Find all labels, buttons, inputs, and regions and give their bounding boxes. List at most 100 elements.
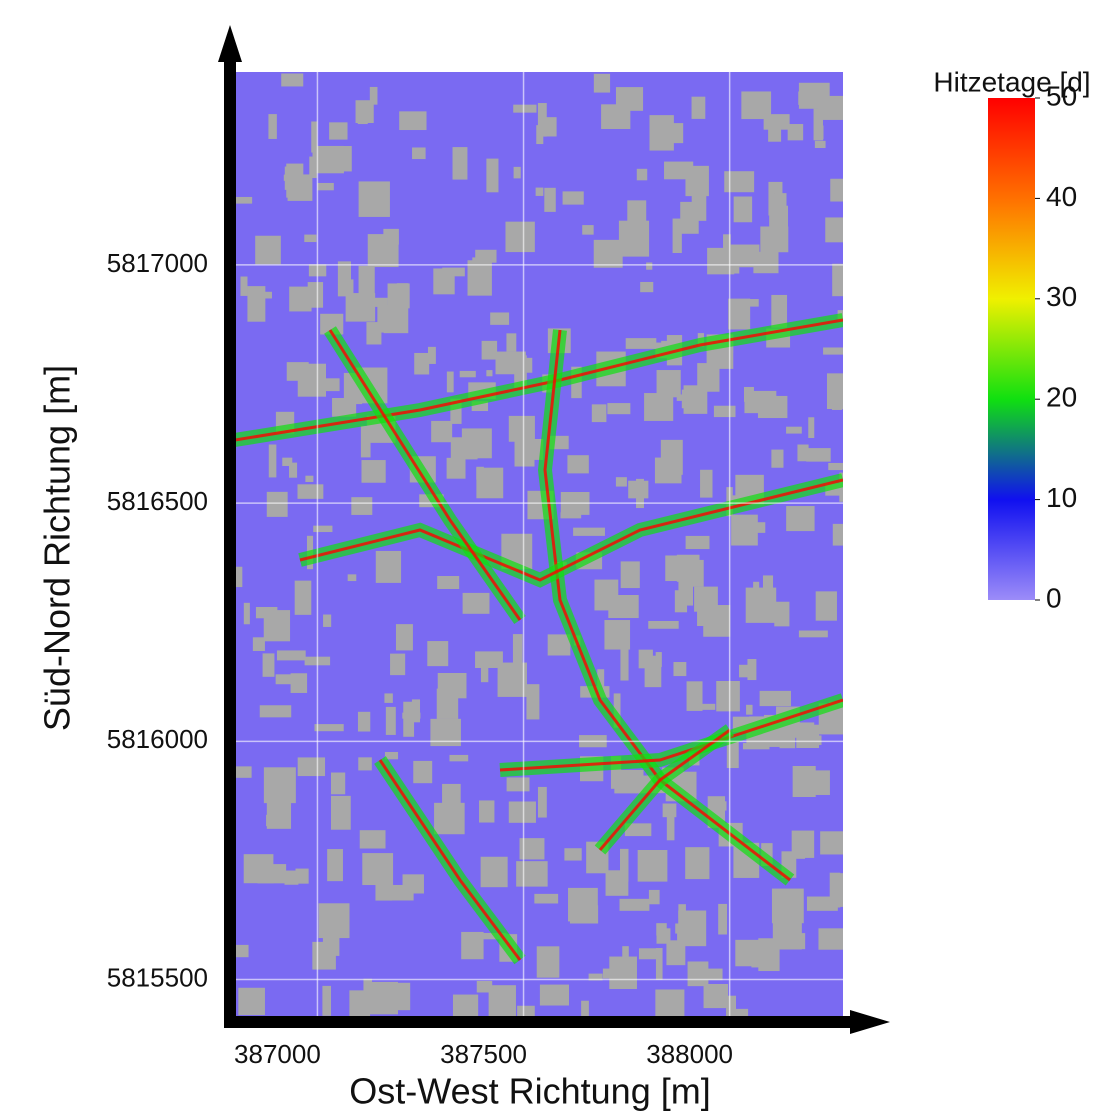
colorbar-tick-label: 10: [1046, 482, 1077, 513]
building: [281, 651, 294, 657]
building: [728, 299, 750, 330]
building: [664, 162, 693, 180]
building: [627, 200, 646, 223]
building: [538, 787, 547, 818]
building: [489, 985, 516, 1020]
building: [616, 477, 627, 486]
building: [716, 681, 740, 711]
building: [305, 476, 313, 482]
building: [513, 105, 536, 113]
building: [481, 668, 488, 683]
building: [816, 591, 837, 620]
x-tick-label: 388000: [646, 1039, 733, 1069]
building: [304, 235, 316, 242]
x-tick-label: 387000: [234, 1039, 321, 1069]
building: [235, 567, 242, 587]
building: [359, 266, 375, 297]
building: [506, 333, 516, 351]
building: [808, 417, 814, 438]
building: [361, 460, 385, 483]
building: [563, 191, 584, 204]
building: [315, 724, 344, 731]
building: [739, 665, 748, 678]
building: [362, 853, 393, 885]
building: [247, 286, 265, 322]
building: [477, 981, 492, 993]
building: [564, 848, 581, 860]
building: [327, 849, 343, 881]
building: [544, 188, 555, 212]
building: [626, 338, 657, 349]
building: [463, 593, 490, 614]
building: [384, 693, 392, 702]
building: [592, 404, 607, 422]
building: [620, 647, 628, 681]
building: [479, 800, 494, 822]
building: [727, 741, 739, 768]
building: [814, 109, 823, 141]
building: [256, 607, 277, 618]
building: [257, 864, 286, 883]
building: [793, 766, 816, 797]
x-axis-arrow: [850, 1010, 890, 1034]
building: [815, 141, 826, 148]
building: [621, 88, 641, 102]
building: [319, 903, 350, 938]
building: [433, 268, 454, 294]
building: [799, 631, 828, 638]
building: [269, 445, 277, 478]
building: [486, 159, 498, 193]
building: [515, 438, 535, 467]
building: [548, 634, 571, 655]
building: [619, 221, 649, 257]
colorbar-tick-label: 30: [1046, 281, 1077, 312]
building: [368, 234, 399, 267]
building: [317, 183, 334, 190]
building: [771, 295, 787, 328]
building: [507, 777, 530, 791]
building: [475, 651, 503, 668]
building: [746, 705, 752, 715]
building: [703, 605, 730, 637]
building: [329, 122, 347, 139]
y-tick-label: 5816000: [107, 724, 208, 754]
building: [833, 524, 846, 546]
building: [841, 281, 863, 291]
building: [323, 615, 331, 627]
building: [655, 989, 684, 1020]
building: [360, 830, 386, 848]
building: [797, 445, 808, 462]
building: [747, 659, 756, 680]
building: [399, 111, 426, 130]
building: [741, 91, 771, 119]
chart: Ost-West Richtung [m] Süd-Nord Richtung …: [0, 0, 1110, 1115]
building: [690, 704, 715, 710]
building: [437, 689, 458, 719]
building: [640, 282, 653, 292]
building: [322, 986, 331, 1016]
colorbar: [988, 98, 1035, 600]
y-tick-label: 5815500: [107, 962, 208, 992]
building: [388, 283, 410, 308]
building: [786, 506, 814, 531]
building: [724, 171, 754, 192]
building: [490, 312, 509, 324]
building: [537, 946, 560, 977]
building: [771, 450, 783, 468]
building: [289, 287, 311, 312]
building: [758, 396, 787, 418]
building: [568, 888, 598, 922]
building: [806, 448, 830, 462]
building: [609, 957, 637, 989]
building: [516, 861, 548, 886]
building: [673, 662, 686, 676]
building: [514, 167, 521, 179]
building: [536, 188, 544, 196]
building: [788, 124, 804, 140]
building: [560, 512, 581, 518]
building: [684, 385, 708, 414]
building: [648, 621, 678, 629]
building: [607, 403, 630, 414]
building: [536, 125, 543, 144]
building: [628, 481, 648, 499]
